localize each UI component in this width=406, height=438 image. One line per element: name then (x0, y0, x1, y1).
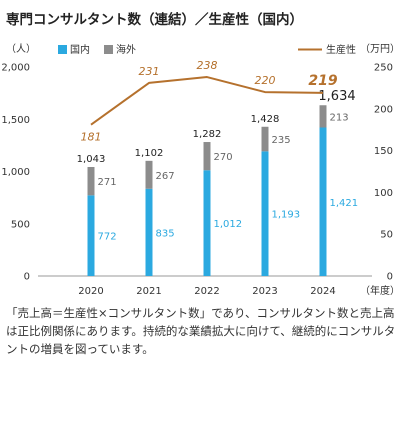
left-tick-label: 0 (24, 272, 30, 283)
x-tick-label: 2024 (310, 286, 335, 297)
left-axis-unit: （人） (6, 43, 36, 55)
data-label-domestic: 1,012 (214, 219, 243, 230)
caption-text: 「売上高＝生産性×コンサルタント数」であり、コンサルタント数と売上高は正比例関係… (6, 306, 396, 356)
data-label-overseas: 270 (214, 152, 233, 163)
bar-overseas (87, 167, 95, 196)
right-axis-unit: （万円） (360, 43, 400, 55)
left-tick-label: 1,000 (1, 167, 30, 178)
legend-swatch-overseas (104, 45, 113, 54)
data-label-overseas: 267 (156, 171, 175, 182)
legend-label-overseas: 海外 (116, 43, 136, 56)
data-label-total: 1,428 (251, 114, 280, 125)
bar-domestic (145, 188, 153, 276)
left-tick-label: 2,000 (1, 63, 30, 74)
bar-overseas (203, 142, 211, 171)
legend-label-domestic: 国内 (70, 43, 90, 56)
right-tick-label: 150 (374, 146, 393, 157)
data-label-overseas: 213 (330, 112, 349, 123)
left-tick-label: 1,500 (1, 115, 30, 126)
data-label-productivity: 231 (139, 65, 160, 78)
right-tick-label: 100 (374, 188, 393, 199)
x-tick-label: 2023 (252, 286, 277, 297)
x-axis-unit: （年度） (360, 284, 400, 297)
data-label-total: 1,634 (318, 89, 355, 104)
x-tick-label: 2021 (136, 286, 161, 297)
bar-domestic (319, 127, 327, 277)
data-label-domestic: 1,193 (272, 210, 301, 221)
data-label-productivity: 220 (255, 74, 276, 87)
right-tick-label: 250 (374, 63, 393, 74)
data-label-domestic: 1,421 (330, 198, 359, 209)
right-tick-label: 50 (380, 230, 393, 241)
data-label-domestic: 835 (156, 228, 175, 239)
chart-title: 専門コンサルタント数（連結）／生産性（国内） (6, 12, 303, 28)
data-label-productivity: 219 (308, 73, 337, 89)
left-tick-label: 500 (11, 219, 30, 230)
data-label-overseas: 235 (272, 135, 291, 146)
legend-label-productivity: 生産性 (326, 43, 356, 56)
data-label-total: 1,102 (135, 148, 164, 159)
bar-domestic (87, 195, 95, 276)
right-tick-label: 200 (374, 104, 393, 115)
data-label-domestic: 772 (98, 232, 117, 243)
right-tick-label: 0 (387, 272, 393, 283)
x-tick-label: 2022 (194, 286, 219, 297)
line-productivity (90, 76, 324, 126)
chart-area: （人） （万円） 国内 海外 生産性 0 500 1,000 1,500 2,000 0 50 100 1… (1, 43, 400, 297)
data-label-total: 1,282 (193, 129, 222, 140)
bar-overseas (319, 105, 327, 128)
bar-overseas (261, 126, 269, 152)
bar-overseas (145, 160, 153, 189)
x-tick-label: 2020 (78, 286, 103, 297)
data-label-productivity: 238 (197, 59, 218, 72)
bar-domestic (261, 151, 269, 276)
data-label-total: 1,043 (77, 154, 106, 165)
data-label-productivity: 181 (81, 131, 102, 144)
legend-swatch-domestic (58, 45, 67, 54)
bar-domestic (203, 170, 211, 276)
data-label-overseas: 271 (98, 177, 117, 188)
